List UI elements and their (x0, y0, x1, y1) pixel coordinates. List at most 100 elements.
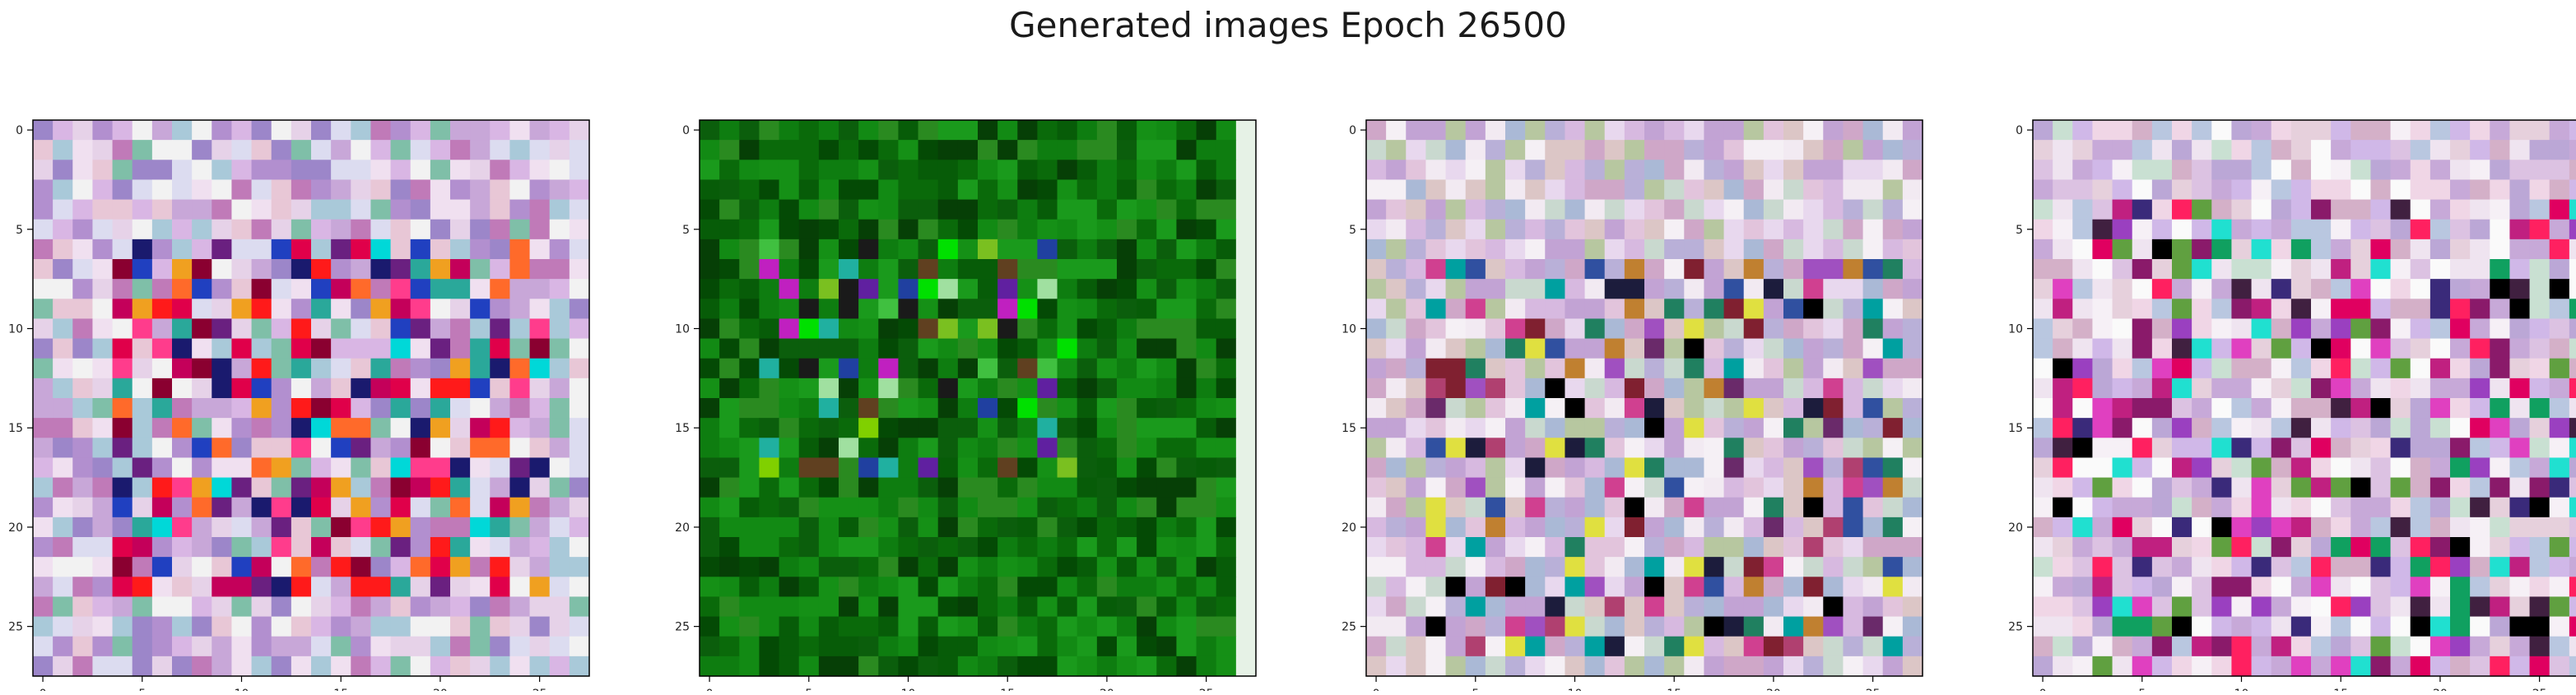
image-pixel (2192, 299, 2212, 320)
image-pixel (1862, 517, 1884, 538)
image-pixel (72, 656, 94, 677)
image-pixel (2072, 398, 2094, 419)
image-pixel (2370, 457, 2392, 479)
image-pixel (1902, 497, 1923, 518)
image-pixel (2569, 120, 2576, 141)
image-pixel (1624, 338, 1645, 359)
image-pixel (271, 537, 292, 558)
image-pixel (450, 398, 471, 419)
image-pixel (1823, 239, 1844, 260)
image-pixel (1235, 140, 1257, 160)
image-pixel (1743, 338, 1765, 359)
image-pixel (1037, 596, 1058, 618)
image-pixel (918, 219, 939, 240)
image-pixel (33, 398, 53, 419)
image-pixel (1386, 259, 1407, 280)
image-pixel (1425, 596, 1447, 618)
image-pixel (2569, 160, 2576, 181)
image-pixel (839, 318, 859, 340)
image-pixel (1235, 557, 1257, 577)
image-pixel (759, 438, 780, 459)
image-pixel (569, 219, 590, 240)
image-pixel (719, 418, 740, 438)
image-pixel (978, 616, 998, 637)
image-pixel (1783, 279, 1804, 299)
image-pixel (1624, 616, 1645, 637)
image-pixel (450, 239, 471, 260)
image-pixel (1117, 279, 1137, 299)
image-pixel (1545, 199, 1566, 220)
image-pixel (818, 259, 839, 280)
image-pixel (251, 457, 272, 479)
image-pixel (1584, 577, 1606, 598)
image-pixel (192, 497, 212, 518)
image-pixel (1783, 179, 1804, 201)
image-pixel (1465, 160, 1486, 181)
image-pixel (2549, 616, 2570, 637)
image-pixel (2251, 219, 2272, 240)
image-pixel (132, 656, 153, 677)
image-pixel (918, 259, 939, 280)
image-pixel (997, 517, 1018, 538)
image-pixel (878, 656, 900, 677)
image-pixel (1545, 160, 1566, 181)
image-pixel (2211, 358, 2233, 379)
image-pixel (839, 239, 859, 260)
image-pixel (1156, 398, 1178, 419)
image-pixel (700, 378, 720, 399)
image-pixel (798, 398, 820, 419)
image-pixel (878, 616, 900, 637)
image-pixel (1386, 557, 1407, 577)
image-pixel (2112, 338, 2133, 359)
image-pixel (1445, 179, 1467, 201)
image-pixel (759, 596, 780, 618)
image-pixel (549, 616, 570, 637)
image-pixel (2072, 259, 2094, 280)
image-pixel (2192, 457, 2212, 479)
image-pixel (1445, 318, 1467, 340)
image-pixel (212, 259, 233, 280)
image-pixel (1843, 160, 1864, 181)
image-pixel (1216, 120, 1237, 141)
image-pixel (509, 338, 531, 359)
image-pixel (1017, 636, 1039, 657)
image-pixel (759, 457, 780, 479)
image-pixel (1176, 636, 1197, 657)
image-pixel (2231, 239, 2253, 260)
image-pixel (1017, 596, 1039, 618)
image-pixel (92, 299, 114, 320)
image-pixel (1624, 358, 1645, 379)
image-pixel (172, 259, 193, 280)
image-pixel (1216, 418, 1237, 438)
image-pixel (2390, 537, 2411, 558)
image-pixel (509, 239, 531, 260)
x-tick-label: 15 (1667, 688, 1681, 691)
image-pixel (759, 557, 780, 577)
image-pixel (2529, 120, 2550, 141)
y-tick-label: 10 (1341, 323, 1356, 336)
image-pixel (978, 358, 998, 379)
y-tick-label: 25 (8, 621, 23, 634)
image-pixel (1176, 299, 1197, 320)
image-pixel (1723, 656, 1745, 677)
image-pixel (2569, 398, 2576, 419)
image-pixel (291, 338, 312, 359)
image-pixel (1445, 140, 1467, 160)
image-pixel (2053, 517, 2073, 538)
image-pixel (2470, 239, 2490, 260)
image-pixel (311, 259, 332, 280)
image-pixel (1216, 358, 1237, 379)
image-pixel (1743, 398, 1765, 419)
image-pixel (918, 537, 939, 558)
image-pixel (2112, 398, 2133, 419)
image-pixel (33, 418, 53, 438)
image-pixel (351, 318, 372, 340)
image-pixel (1624, 636, 1645, 657)
image-pixel (2211, 160, 2233, 181)
image-pixel (2529, 557, 2550, 577)
image-pixel (2112, 318, 2133, 340)
image-pixel (1565, 596, 1586, 618)
image-pixel (997, 656, 1018, 677)
image-pixel (410, 179, 431, 201)
image-pixel (1565, 577, 1586, 598)
